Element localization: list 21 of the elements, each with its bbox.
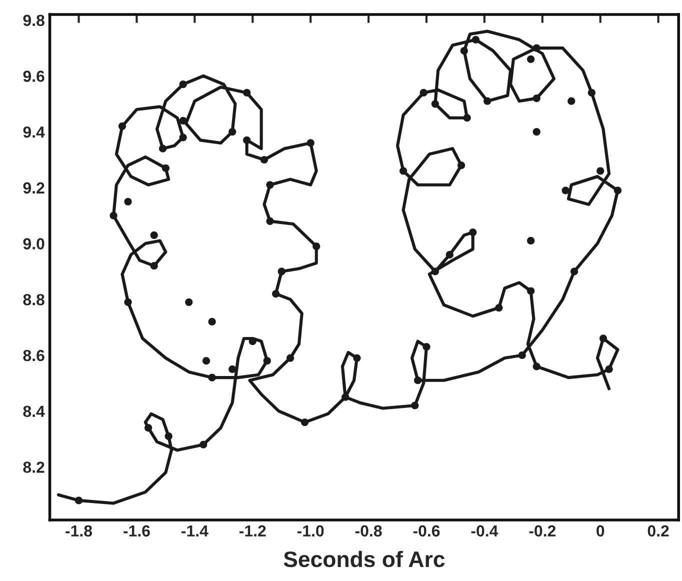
y-tick-label: 8.8 [23,294,44,306]
x-tick-label: -0.4 [471,525,498,537]
y-tick-label: 9.8 [23,14,44,26]
x-tick-label: 0.2 [648,525,669,537]
x-tick-label: -1.0 [297,525,324,537]
y-tick-label: 8.6 [23,350,44,362]
y-tick-label: 8.4 [23,406,45,418]
y-tick-label: 9.0 [23,238,44,250]
x-tick-label: 0 [596,525,604,537]
x-tick-label: -0.2 [529,525,556,537]
x-tick-label: -1.4 [182,525,208,536]
x-tick-label: -1.6 [124,525,150,537]
y-tick-label: 9.2 [23,182,44,194]
y-tick-label: 9.4 [23,126,45,138]
x-tick-label: -1.8 [66,525,92,537]
y-tick-label: 9.6 [23,70,44,82]
y-tick-label: 8.2 [23,462,44,473]
x-tick-label: -0.8 [355,525,382,537]
x-tick-label: -1.2 [239,525,266,536]
x-tick-label: -0.6 [413,525,440,537]
x-axis-title: Seconds of Arc [284,550,445,568]
